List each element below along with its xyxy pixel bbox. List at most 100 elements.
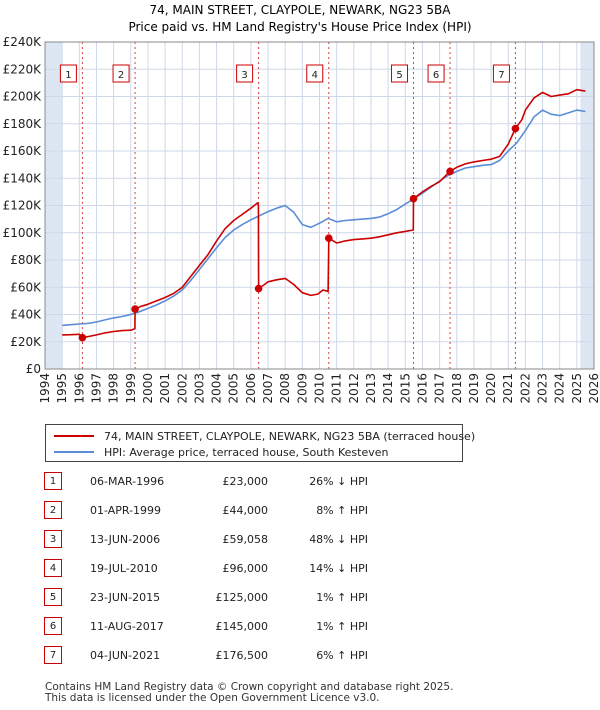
table-row: 4 19-JUL-2010 £96,000 14% ↓ HPI (38, 559, 458, 579)
x-tick-label: 2021 (501, 373, 515, 404)
price-chart: 74, MAIN STREET, CLAYPOLE, NEWARK, NG23 … (3, 3, 600, 404)
sale-hpi-diff: 1% ↑ HPI (316, 591, 368, 604)
chart-title-line1: 74, MAIN STREET, CLAYPOLE, NEWARK, NG23 … (150, 3, 452, 17)
chart-title-line2: Price paid vs. HM Land Registry's House … (128, 20, 471, 34)
x-tick-label: 2012 (347, 373, 361, 404)
sale-price: £23,000 (222, 475, 269, 488)
sale-point (131, 305, 139, 313)
x-tick-label: 2015 (398, 373, 412, 404)
x-tick-label: 2017 (433, 373, 447, 404)
series-lines (62, 88, 586, 339)
sale-label-box (492, 64, 510, 83)
hpi-line (62, 109, 586, 327)
x-tick-label: 1998 (107, 373, 121, 404)
x-tick-label: 2002 (175, 373, 189, 404)
sale-label: 5 (396, 70, 402, 81)
axes: £0 £20K £40K £60K £80K £100K £120K £140K £160K £1… (3, 35, 600, 404)
sale-point (446, 167, 454, 176)
footer-line2: This data is licensed under the Open Gov… (45, 692, 380, 704)
table-row: 2 01-APR-1999 £44,000 8% ↑ HPI (38, 501, 458, 521)
sale-date: 04-JUN-2021 (90, 649, 161, 662)
x-tick-label: 2000 (141, 373, 155, 404)
sale-label-box (236, 64, 254, 83)
y-tick-label: £80K (10, 253, 42, 267)
x-tick-label: 1999 (124, 373, 138, 404)
sale-number-badge: 4 (44, 559, 62, 577)
x-tick-label: 2016 (415, 373, 429, 404)
sale-price: £96,000 (222, 562, 269, 575)
x-tick-label: 2001 (158, 373, 172, 404)
sale-hpi-diff: 48% ↓ HPI (309, 533, 368, 546)
sale-label-box (427, 64, 445, 83)
y-tick-label: £140K (3, 171, 43, 185)
hpi-swatch (54, 451, 94, 453)
sale-label: 2 (118, 70, 124, 81)
y-tick-label: £220K (3, 62, 43, 76)
y-tick-label: £200K (3, 90, 43, 104)
y-tick-label: £120K (3, 199, 43, 213)
sale-number-badge: 3 (44, 530, 62, 548)
y-tick-label: £40K (10, 308, 42, 322)
x-tick-label: 2005 (227, 373, 241, 404)
legend-item-price-paid: 74, MAIN STREET, CLAYPOLE, NEWARK, NG23 … (54, 428, 475, 444)
x-tick-label: 2011 (330, 373, 344, 404)
x-tick-label: 2024 (553, 373, 567, 404)
x-tick-label: 1994 (38, 373, 52, 404)
sale-date: 01-APR-1999 (90, 504, 162, 517)
x-tick-label: 2022 (518, 373, 532, 404)
sale-price: £125,000 (215, 591, 269, 604)
sale-number-badge: 7 (44, 646, 62, 664)
y-tick-label: £60K (10, 280, 42, 294)
sale-price: £176,500 (215, 649, 269, 662)
footer: Contains HM Land Registry data © Crown c… (45, 682, 453, 704)
sale-label: 4 (312, 70, 318, 81)
y-tick-label: £160K (3, 144, 43, 158)
sale-price: £59,058 (222, 533, 269, 546)
y-tick-label: £180K (3, 117, 43, 131)
table-row: 3 13-JUN-2006 £59,058 48% ↓ HPI (38, 530, 458, 550)
sale-point (511, 124, 520, 133)
x-tick-label: 2006 (244, 373, 258, 404)
x-tick-label: 2020 (484, 373, 498, 404)
x-tick-label: 2018 (450, 373, 464, 404)
y-tick-label: £0 (26, 362, 41, 376)
sale-hpi-diff: 1% ↑ HPI (316, 620, 368, 633)
plot-border (44, 41, 595, 370)
price-paid-line (62, 88, 586, 339)
sale-number-badge: 5 (44, 588, 62, 606)
x-tick-label: 2004 (210, 373, 224, 404)
sale-hpi-diff: 26% ↓ HPI (309, 475, 368, 488)
x-tick-label: 1995 (55, 373, 69, 404)
x-tick-label: 2009 (295, 373, 309, 404)
sale-label-box (391, 64, 409, 83)
sale-date: 06-MAR-1996 (90, 475, 165, 488)
sale-number-badge: 6 (44, 617, 62, 635)
sale-point (78, 333, 87, 342)
sale-point (324, 234, 333, 242)
sale-date: 11-AUG-2017 (90, 620, 164, 633)
sale-hpi-diff: 6% ↑ HPI (316, 649, 368, 662)
x-tick-label: 2025 (570, 373, 584, 404)
y-tick-label: £100K (3, 226, 43, 240)
legend-hpi-label: HPI: Average price, terraced house, Sout… (104, 445, 389, 459)
x-tick-label: 2007 (261, 373, 275, 404)
sale-label: 7 (498, 70, 504, 81)
sale-label-box (59, 64, 77, 83)
gridlines (44, 41, 595, 370)
x-tick-label: 2003 (192, 373, 206, 404)
legend-price-paid-label: 74, MAIN STREET, CLAYPOLE, NEWARK, NG23 … (104, 429, 476, 443)
x-tick-label: 2026 (587, 373, 600, 404)
x-tick-label: 2013 (364, 373, 378, 404)
sale-date: 13-JUN-2006 (90, 533, 161, 546)
legend: 74, MAIN STREET, CLAYPOLE, NEWARK, NG23 … (45, 424, 475, 462)
y-tick-label: £20K (10, 335, 42, 349)
sale-markers: 1 2 3 4 5 6 7 (59, 64, 520, 342)
sale-price: £44,000 (222, 504, 269, 517)
x-tick-label: 1996 (72, 373, 86, 404)
sale-number-badge: 2 (44, 501, 62, 519)
sale-point (409, 194, 418, 203)
sale-label: 3 (241, 70, 247, 81)
sale-date: 19-JUL-2010 (90, 562, 158, 575)
sale-label-box (306, 64, 324, 83)
table-row: 1 06-MAR-1996 £23,000 26% ↓ HPI (38, 472, 458, 492)
